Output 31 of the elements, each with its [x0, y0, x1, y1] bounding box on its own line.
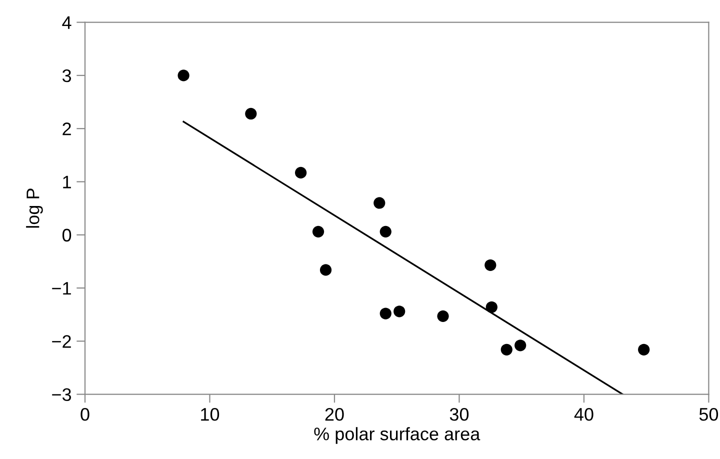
- y-tick-label: 1: [63, 176, 71, 188]
- y-axis-title: log P: [26, 188, 43, 228]
- x-tick-label: 30: [450, 408, 469, 421]
- point: [178, 70, 190, 82]
- point: [245, 108, 257, 120]
- point: [638, 344, 650, 356]
- y-tick-label: −1: [52, 282, 71, 295]
- point: [294, 166, 307, 179]
- y-tick-label: 4: [62, 16, 72, 29]
- x-tick-label: 0: [80, 408, 90, 421]
- point: [380, 308, 392, 320]
- point: [374, 197, 386, 209]
- x-axis-title: % polar surface area: [314, 427, 480, 444]
- point: [500, 344, 512, 356]
- x-tick-label: 40: [574, 408, 594, 421]
- y-tick-label: 2: [62, 122, 71, 136]
- point: [514, 340, 526, 352]
- y-tick-label: 0: [62, 228, 72, 242]
- x-tick-label: 20: [325, 408, 344, 421]
- y-tick-label: −2: [52, 335, 71, 348]
- point: [320, 264, 332, 276]
- y-tick-label: 3: [62, 69, 72, 82]
- x-tick-label: 50: [699, 408, 718, 421]
- point: [484, 259, 496, 271]
- x-tick-label: 10: [201, 408, 220, 421]
- point: [312, 226, 324, 238]
- point: [380, 226, 392, 238]
- point: [394, 306, 406, 318]
- point: [437, 310, 449, 322]
- y-tick-label: −3: [52, 388, 72, 402]
- point: [486, 301, 498, 313]
